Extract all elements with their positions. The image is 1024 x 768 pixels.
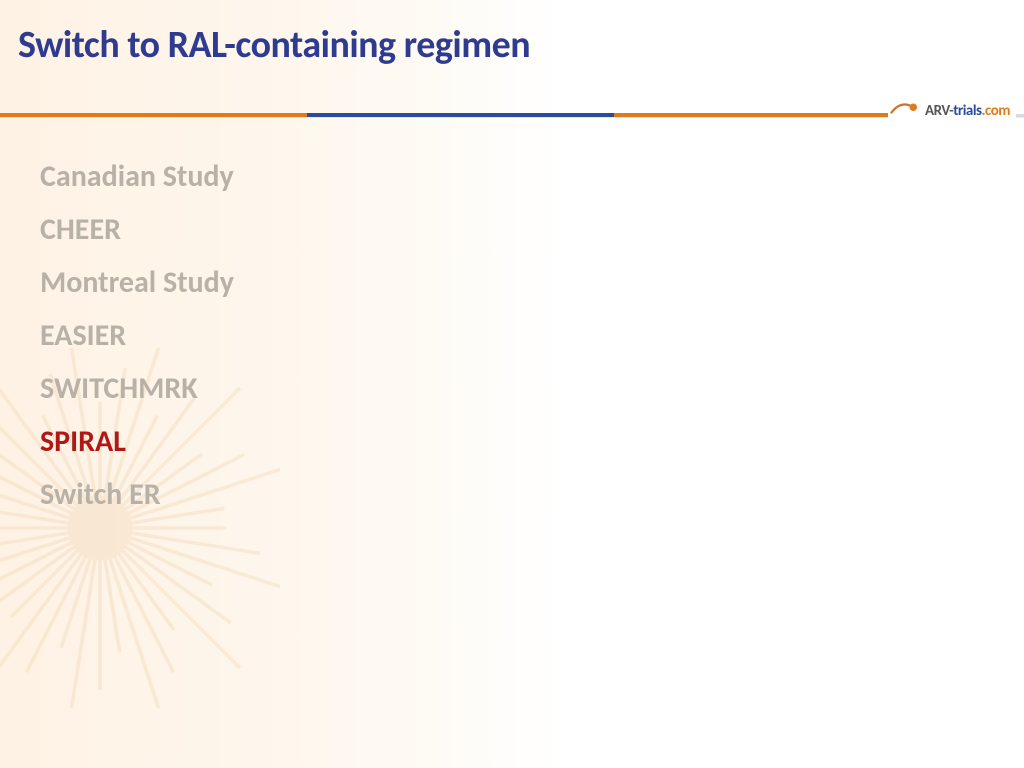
list-item[interactable]: SPIRAL [18,425,234,458]
divider-segment [0,113,307,117]
list-item[interactable]: SWITCHMRK [18,372,234,405]
title-divider [0,108,1024,124]
list-item-label: Canadian Study [40,160,234,193]
bullet-icon [18,374,26,404]
list-item-label: CHEER [40,213,121,246]
logo-text-part2: trials [953,102,981,120]
logo-text-part1: ARV- [925,102,953,120]
list-item[interactable]: CHEER [18,213,234,246]
page-title: Switch to RAL-containing regimen [18,22,530,68]
list-item[interactable]: Canadian Study [18,160,234,193]
site-logo: ARV- trials .com [888,96,1016,126]
bullet-icon [18,321,26,351]
list-item[interactable]: EASIER [18,319,234,352]
bullet-icon [18,427,26,457]
divider-segment [307,113,614,117]
logo-text-part3: .com [982,102,1010,120]
bullet-icon [18,162,26,192]
bullet-icon [18,215,26,245]
list-item-label: Montreal Study [40,266,234,299]
list-item[interactable]: Switch ER [18,478,234,511]
logo-swoosh-icon [890,99,920,123]
list-item[interactable]: Montreal Study [18,266,234,299]
list-item-label: SWITCHMRK [40,372,198,405]
logo-text: ARV- trials .com [925,102,1010,120]
list-item-label: EASIER [40,319,126,352]
list-item-label: SPIRAL [40,425,126,458]
bullet-icon [18,268,26,298]
list-item-label: Switch ER [40,478,161,511]
slide: Switch to RAL-containing regimen ARV- tr… [0,0,1024,768]
study-list: Canadian Study CHEER Montreal Study EASIER S… [18,160,234,511]
bullet-icon [18,480,26,510]
divider-segment [614,113,921,117]
